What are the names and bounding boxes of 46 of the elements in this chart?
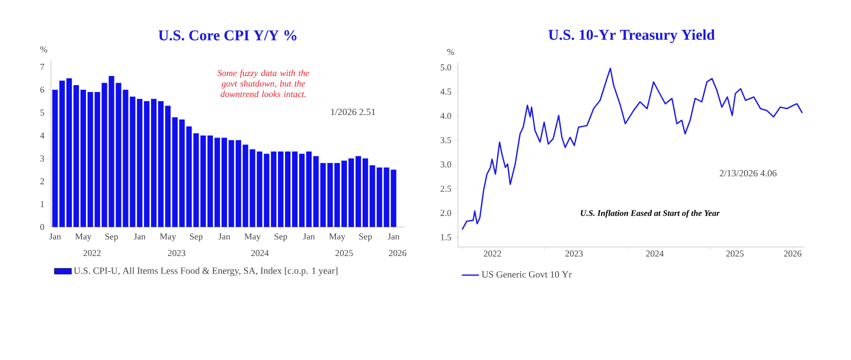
y-tick-label: 3.0 bbox=[440, 161, 452, 168]
x-tick-label: May bbox=[244, 234, 261, 242]
x-tick-label: 2022 bbox=[484, 250, 501, 257]
y-tick-label: 4.0 bbox=[440, 112, 452, 119]
y-tick-label: 2.5 bbox=[440, 186, 452, 192]
y-axis-title: % bbox=[447, 48, 454, 55]
y-tick-label: 7 bbox=[40, 64, 44, 70]
annotation: U.S. Inflation Eased at Start of the Year bbox=[580, 210, 720, 218]
x-tick-label: Sep bbox=[190, 234, 202, 242]
x-tick-label: May bbox=[160, 234, 176, 242]
x-tick-label: 2025 bbox=[726, 250, 744, 257]
y-tick-label: 4.5 bbox=[440, 88, 452, 95]
x-tick-label: Jan bbox=[388, 234, 400, 240]
chart-title: U.S. 10-Yr Treasury Yield bbox=[548, 29, 715, 43]
annotation: 1/2026 2.51 bbox=[331, 108, 376, 116]
x-tick-label: May bbox=[329, 234, 346, 242]
x-tick-label: 2026 bbox=[784, 250, 802, 257]
annotation: 2/13/2026 4.06 bbox=[720, 170, 777, 176]
y-tick-label: 1 bbox=[40, 201, 44, 208]
chart-title: U.S. Core CPI Y/Y % bbox=[158, 30, 296, 40]
y-tick-label: 2 bbox=[40, 178, 44, 184]
y-tick-label: 0 bbox=[40, 224, 44, 230]
y-tick-label: 6 bbox=[40, 86, 44, 93]
annotation: Some fuzzy data with the govt shutdown, but the downtrend looks intact. bbox=[218, 70, 310, 98]
x-tick-label: Jan bbox=[49, 234, 61, 240]
line-series bbox=[462, 68, 803, 230]
x-tick-label: Sep bbox=[274, 234, 288, 242]
x-tick-label: Jan bbox=[303, 234, 315, 240]
y-tick-label: 3.5 bbox=[440, 137, 452, 144]
x-tick-label: May bbox=[75, 234, 92, 242]
x-tick-label: Jan bbox=[134, 234, 146, 240]
y-tick-label: 5 bbox=[40, 110, 44, 116]
x-tick-label: 2023 bbox=[565, 250, 583, 257]
y-tick-label: 5.0 bbox=[440, 64, 452, 70]
y-tick-label: 4 bbox=[40, 132, 44, 138]
legend-label: U.S. CPI-U, All Items Less Food & Energy, SA, Index [c.o.p. 1 year] bbox=[74, 267, 338, 276]
x-tick-label: 2024 bbox=[646, 250, 664, 257]
x-tick-label: Sep bbox=[359, 234, 372, 242]
bar bbox=[390, 170, 396, 227]
x-tick-label: Jan bbox=[218, 234, 230, 240]
y-tick-label: 2.0 bbox=[440, 210, 452, 216]
y-tick-label: 1.5 bbox=[441, 234, 452, 240]
y-tick-label: 3 bbox=[40, 155, 44, 162]
y-axis-title: % bbox=[40, 46, 48, 52]
legend-label: US Generic Govt 10 Yr bbox=[482, 271, 572, 278]
x-tick-label: Sep bbox=[105, 234, 118, 242]
